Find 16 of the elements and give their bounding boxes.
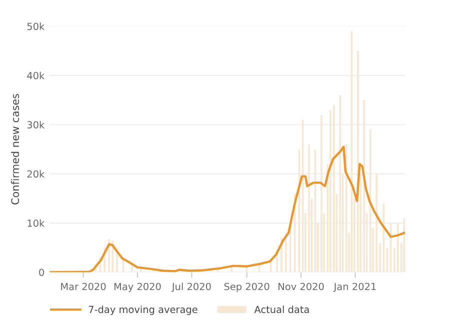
x-tick-label: Mar 2020 [61, 282, 106, 290]
y-tick-label: 30k [27, 120, 45, 128]
x-tick-label: Jan 2021 [333, 282, 376, 292]
y-tick-label: 40k [27, 72, 45, 80]
line-series [50, 146, 405, 272]
x-tick-label: Sep 2020 [224, 282, 270, 292]
legend-label: 7-day moving average [88, 306, 198, 315]
y-tick-label: 0 [39, 268, 44, 276]
x-tick-label: Nov 2020 [278, 282, 324, 290]
x-tick-label: May 2020 [114, 282, 161, 292]
legend-label: Actual data [254, 306, 309, 314]
y-tick-label: 10k [28, 219, 45, 227]
y-tick-label: 20k [27, 170, 45, 178]
y-tick-label: 50k [27, 22, 45, 30]
x-tick-label: Jul 2020 [171, 282, 211, 292]
y-axis-title: Confirmed new cases [11, 94, 20, 204]
